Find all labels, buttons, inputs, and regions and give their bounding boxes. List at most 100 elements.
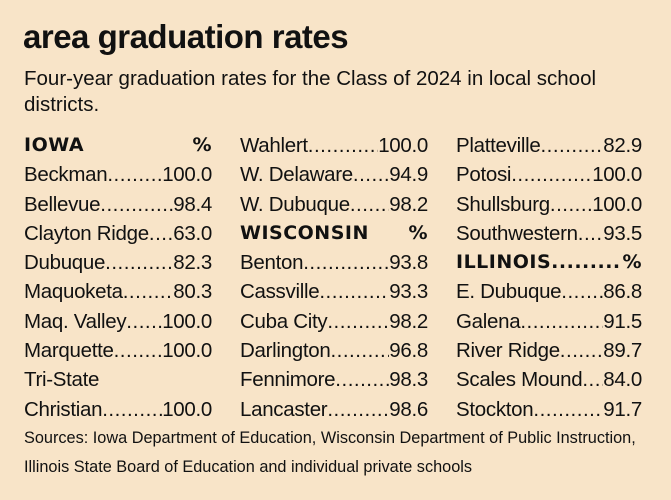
table-column: Wahlert 100.0 W. Delaware 94.9 W. Dubuque 98.… — [240, 131, 428, 424]
district-name: Bellevue — [24, 192, 101, 216]
district-name: Beckman — [24, 163, 108, 187]
graduation-rate: 91.5 — [603, 309, 642, 333]
table-row: Fennimore 98.3 — [240, 365, 428, 394]
dot-leader — [335, 365, 389, 394]
graphic-title: area graduation rates — [23, 18, 349, 55]
dot-leader — [550, 190, 592, 219]
table-row: Benton 93.8 — [240, 248, 428, 277]
district-name: Southwestern — [456, 221, 578, 245]
dot-leader — [114, 336, 163, 365]
table-row: Potosi 100.0 — [456, 160, 642, 189]
dot-leader — [102, 395, 162, 424]
dot-leader — [369, 219, 409, 248]
state-header: ILLINOIS% — [456, 248, 642, 277]
graduation-rate: 100.0 — [378, 134, 428, 157]
dot-leader — [149, 219, 173, 248]
district-name: Christian — [24, 397, 103, 421]
table-row: Maquoketa 80.3 — [24, 277, 212, 306]
dot-leader — [551, 248, 622, 277]
graduation-rate: 98.6 — [389, 397, 428, 421]
percent-header: % — [192, 134, 212, 156]
district-name: Cassville — [240, 280, 320, 304]
district-name: Maquoketa — [24, 280, 123, 304]
district-name: Wahlert — [240, 134, 308, 157]
district-name: W. Dubuque — [240, 192, 350, 216]
dot-leader — [533, 395, 603, 424]
table-row: Southwestern 93.5 — [456, 219, 642, 248]
graduation-rate: 63.0 — [173, 221, 212, 245]
table-row: Dubuque 82.3 — [24, 248, 212, 277]
dot-leader — [308, 131, 378, 160]
state-name: ILLINOIS — [456, 251, 552, 274]
graduation-rate: 98.4 — [173, 192, 212, 216]
graduation-rate: 98.3 — [389, 368, 428, 392]
district-name: Marquette — [24, 339, 114, 363]
table-row: Lancaster 98.6 — [240, 395, 428, 424]
dot-leader — [560, 336, 604, 365]
table-column: IOWA% Beckman 100.0 Bellevue 98.4 Clayton Rid… — [24, 131, 212, 424]
district-name: Lancaster — [240, 397, 328, 421]
dot-leader — [353, 160, 389, 189]
graduation-rate: 82.3 — [173, 251, 212, 275]
dot-leader — [327, 395, 389, 424]
graduation-rate: 96.8 — [389, 339, 428, 363]
dot-leader — [520, 307, 603, 336]
table-row: Shullsburg 100.0 — [456, 190, 642, 219]
dot-leader — [84, 131, 192, 160]
dot-leader — [578, 219, 604, 248]
percent-header: % — [408, 221, 428, 244]
graduation-rate: 100.0 — [592, 163, 642, 187]
table-row: E. Dubuque 86.8 — [456, 277, 642, 306]
graduation-table: IOWA% Beckman 100.0 Bellevue 98.4 Clayton Rid… — [24, 131, 642, 424]
graduation-rate: 89.7 — [603, 339, 642, 363]
graduation-rate: 93.8 — [389, 251, 428, 275]
graphic-subtitle: Four-year graduation rates for the Class… — [24, 67, 597, 116]
graduation-rate: 84.0 — [603, 368, 642, 392]
district-name: Galena — [456, 309, 521, 333]
table-row: Clayton Ridge 63.0 — [24, 219, 212, 248]
dot-leader — [561, 277, 603, 306]
table-row: Scales Mound 84.0 — [456, 365, 642, 394]
state-header: IOWA% — [24, 131, 212, 160]
table-row: W. Delaware 94.9 — [240, 160, 428, 189]
dot-leader — [319, 277, 389, 306]
table-row: Wahlert 100.0 — [240, 131, 428, 160]
district-name: Tri-State — [24, 368, 100, 392]
table-row: W. Dubuque 98.2 — [240, 190, 428, 219]
district-name: Shullsburg — [456, 192, 550, 216]
graduation-rate: 91.7 — [603, 397, 642, 421]
table-column: Platteville 82.9 Potosi 100.0 Shullsburg 100.… — [456, 131, 642, 424]
graduation-rate: 86.8 — [603, 280, 642, 304]
table-row: Stockton 91.7 — [456, 395, 642, 424]
dot-leader — [126, 307, 162, 336]
table-row: Christian 100.0 — [24, 395, 212, 424]
district-name: Clayton Ridge — [24, 221, 149, 245]
dot-leader — [540, 131, 603, 160]
district-name: Dubuque — [24, 251, 106, 275]
graduation-rate: 100.0 — [592, 192, 642, 216]
sources-note: Sources: Iowa Department of Education, W… — [24, 429, 636, 476]
table-row: Tri-State — [24, 365, 212, 394]
dot-leader — [582, 365, 603, 394]
graduation-rate: 98.2 — [389, 192, 428, 216]
table-row: Platteville 82.9 — [456, 131, 642, 160]
district-name: River Ridge — [456, 339, 560, 363]
district-name: Stockton — [456, 397, 534, 421]
graduation-rate: 100.0 — [162, 397, 212, 421]
dot-leader — [350, 190, 389, 219]
graduation-rate: 93.5 — [603, 221, 642, 245]
dot-leader — [123, 277, 174, 306]
graduation-rate: 100.0 — [162, 309, 212, 333]
percent-header: % — [622, 251, 642, 274]
table-row: Bellevue 98.4 — [24, 190, 212, 219]
district-name: Scales Mound — [456, 368, 583, 392]
table-row: Cuba City 98.2 — [240, 307, 428, 336]
table-row: Marquette 100.0 — [24, 336, 212, 365]
graduation-rate: 100.0 — [162, 163, 212, 187]
table-row: Darlington 96.8 — [240, 336, 428, 365]
graduation-rate: 80.3 — [173, 280, 212, 304]
district-name: W. Delaware — [240, 163, 353, 187]
graduation-rate: 100.0 — [162, 339, 212, 363]
dot-leader — [107, 160, 162, 189]
district-name: Maq. Valley — [24, 309, 127, 333]
